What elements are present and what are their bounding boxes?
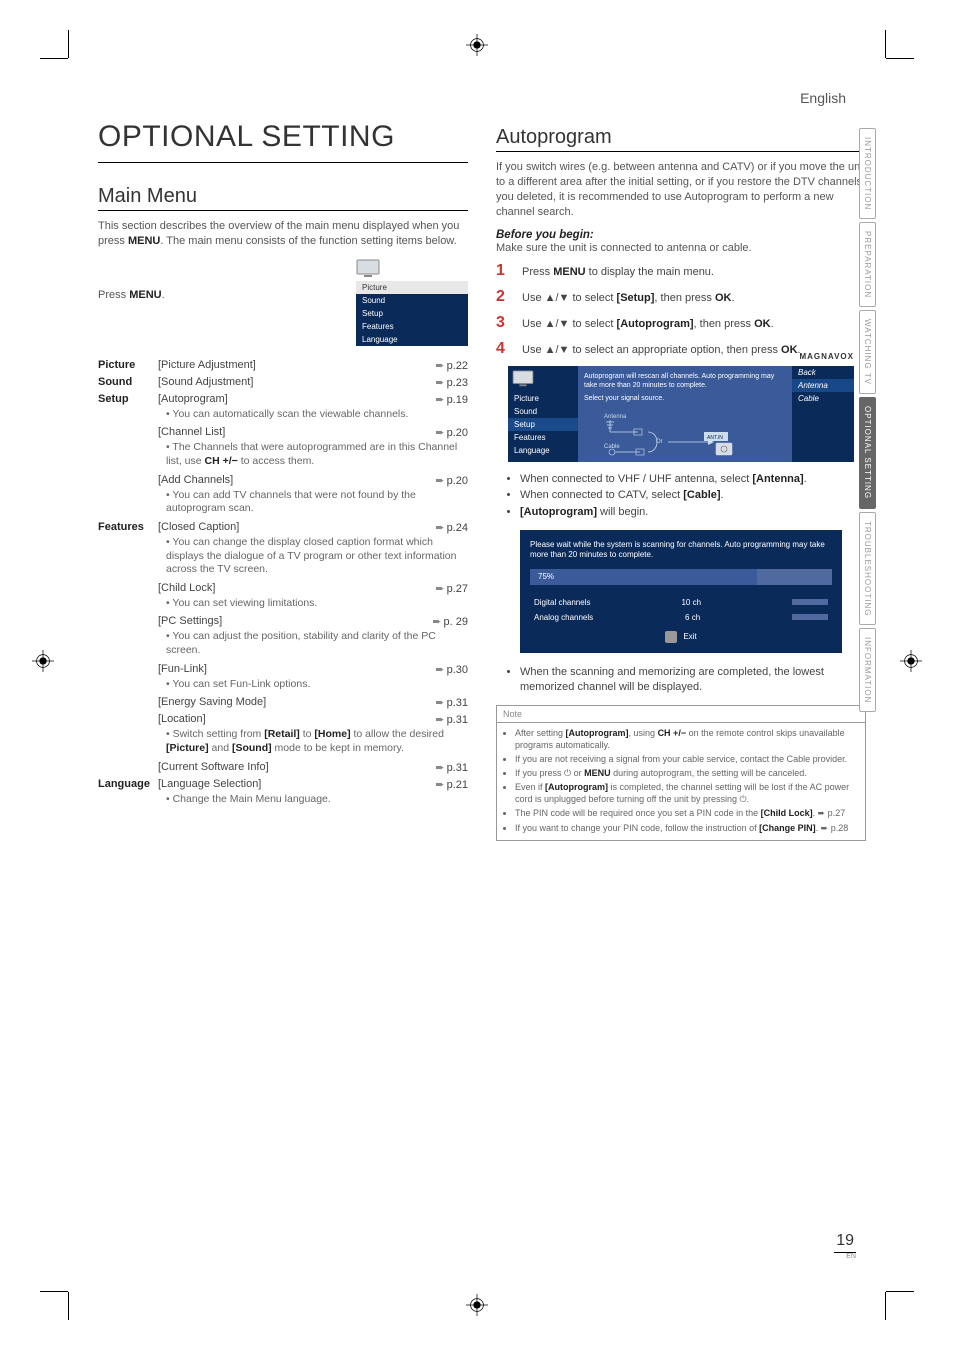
bullet-item: When connected to VHF / UHF antenna, sel… [520, 472, 866, 487]
feature-desc: Switch setting from [Retail] to [Home] t… [98, 727, 468, 757]
page-lang-code: EN [834, 1253, 856, 1260]
feature-desc: You can add TV channels that were not fo… [98, 488, 468, 518]
step: 3Use ▲/▼ to select [Autoprogram], then p… [496, 314, 866, 332]
brand-label: MAGNAVOX [799, 352, 854, 361]
progress-bar: 75% [530, 569, 832, 585]
after-progress-bullet: When the scanning and memorizing are com… [510, 665, 866, 695]
feature-row: [Location]➨p.31 [98, 710, 468, 727]
progress-channel-row: Digital channels10 ch [530, 595, 832, 610]
osd-signal-diagram: Antenna Cable Or [584, 410, 786, 456]
feature-desc: The Channels that were autoprogrammed ar… [98, 440, 468, 470]
step: 2Use ▲/▼ to select [Setup], then press O… [496, 288, 866, 306]
bullet-item: [Autoprogram] will begin. [520, 505, 866, 520]
bullet-item: When connected to CATV, select [Cable]. [520, 488, 866, 503]
feature-row: [Channel List]➨p.20 [98, 423, 468, 440]
feature-row: [Energy Saving Mode]➨p.31 [98, 693, 468, 710]
language-label: English [800, 90, 846, 106]
progress-percent: 75% [538, 572, 554, 581]
side-tab-information[interactable]: INFORMATION [859, 628, 876, 712]
osd-right-item: Back [792, 366, 854, 379]
side-tab-introduction[interactable]: INTRODUCTION [859, 128, 876, 219]
feature-row: Picture[Picture Adjustment]➨p.22 [98, 356, 468, 373]
note-item: After setting [Autoprogram], using CH +/… [515, 727, 857, 751]
feature-row: [Child Lock]➨p.27 [98, 579, 468, 596]
feature-desc: Change the Main Menu language. [98, 792, 468, 809]
feature-desc: You can set viewing limitations. [98, 596, 468, 613]
autoprogram-heading: Autoprogram [496, 126, 866, 152]
steps-list: 1Press MENU to display the main menu. 2Us… [496, 262, 866, 358]
feature-desc: You can set Fun-Link options. [98, 677, 468, 694]
exit-label: Exit [683, 632, 696, 641]
before-you-begin-text: Make sure the unit is connected to anten… [496, 241, 866, 256]
feature-row: Features[Closed Caption]➨p.24 [98, 518, 468, 535]
mini-menu-item: Features [356, 320, 468, 333]
registration-mark-icon [900, 650, 922, 672]
osd-progress-screenshot: Please wait while the system is scanning… [520, 530, 842, 653]
antenna-label: Antenna [604, 414, 627, 420]
note-item: If you want to change your PIN code, fol… [515, 822, 857, 834]
feature-row: [Fun-Link]➨p.30 [98, 660, 468, 677]
osd-left-item: Setup [508, 418, 578, 431]
feature-row: Language[Language Selection]➨p.21 [98, 775, 468, 792]
page-title: OPTIONAL SETTING [98, 120, 468, 163]
osd-right-item: Antenna [792, 379, 854, 392]
side-tab-troubleshooting[interactable]: TROUBLESHOOTING [859, 512, 876, 625]
main-menu-heading: Main Menu [98, 185, 468, 211]
side-tab-preparation[interactable]: PREPARATION [859, 222, 876, 307]
feature-table: Picture[Picture Adjustment]➨p.22Sound[So… [98, 356, 468, 809]
feature-desc: You can automatically scan the viewable … [98, 407, 468, 424]
main-menu-intro: This section describes the overview of t… [98, 219, 468, 249]
registration-mark-icon [32, 650, 54, 672]
note-item: The PIN code will be required once you s… [515, 807, 857, 819]
mini-menu-item: Picture [356, 281, 468, 294]
side-tab-optional-setting[interactable]: OPTIONAL SETTING [859, 397, 876, 508]
feature-desc: You can change the display closed captio… [98, 535, 468, 579]
page-number: 19 EN [834, 1232, 856, 1260]
tv-icon [512, 370, 534, 388]
tv-icon [356, 259, 380, 279]
note-box: Note After setting [Autoprogram], using … [496, 705, 866, 841]
page-number-value: 19 [834, 1232, 856, 1253]
feature-row: [PC Settings]➨p. 29 [98, 612, 468, 629]
feature-row: [Current Software Info]➨p.31 [98, 758, 468, 775]
before-you-begin-label: Before you begin: [496, 229, 866, 241]
osd-progress-msg: Please wait while the system is scanning… [530, 540, 832, 561]
osd-left-item: Features [508, 431, 578, 444]
osd-mid-text: Autoprogram will rescan all channels. Au… [584, 372, 786, 390]
osd-left-item: Picture [508, 392, 578, 405]
registration-mark-icon [466, 1294, 488, 1316]
osd-left-item: Language [508, 444, 578, 457]
osd-left-item: Sound [508, 405, 578, 418]
svg-text:ANT.IN: ANT.IN [707, 435, 723, 441]
autoprogram-intro: If you switch wires (e.g. between antenn… [496, 160, 866, 219]
note-item: Even if [Autoprogram] is completed, the … [515, 781, 857, 805]
main-menu-screenshot: PictureSoundSetupFeaturesLanguage [356, 259, 468, 346]
feature-row: Setup[Autoprogram]➨p.19 [98, 390, 468, 407]
osd-right-item: Cable [792, 392, 854, 405]
after-progress-text: When the scanning and memorizing are com… [520, 665, 866, 695]
feature-row: [Add Channels]➨p.20 [98, 471, 468, 488]
feature-row: Sound[Sound Adjustment]➨p.23 [98, 373, 468, 390]
note-item: If you press ⏻ or MENU during autoprogra… [515, 767, 857, 779]
osd-setup-screenshot: MAGNAVOX PictureSoundSetupFeaturesLangua… [508, 366, 854, 461]
progress-channel-row: Analog channels6 ch [530, 610, 832, 625]
note-item: If you are not receiving a signal from y… [515, 753, 857, 765]
note-title: Note [497, 706, 865, 723]
mini-menu-item: Setup [356, 307, 468, 320]
registration-mark-icon [466, 34, 488, 56]
side-tabs: INTRODUCTION PREPARATION WATCHING TV OPTION… [859, 128, 876, 712]
side-tab-watching-tv[interactable]: WATCHING TV [859, 310, 876, 394]
mini-menu-item: Sound [356, 294, 468, 307]
feature-desc: You can adjust the position, stability a… [98, 629, 468, 659]
osd-mid-sub: Select your signal source. [584, 394, 786, 403]
mini-menu-item: Language [356, 333, 468, 346]
after-osd-bullets: When connected to VHF / UHF antenna, sel… [510, 472, 866, 521]
step: 1Press MENU to display the main menu. [496, 262, 866, 280]
menu-button-icon [665, 631, 677, 643]
